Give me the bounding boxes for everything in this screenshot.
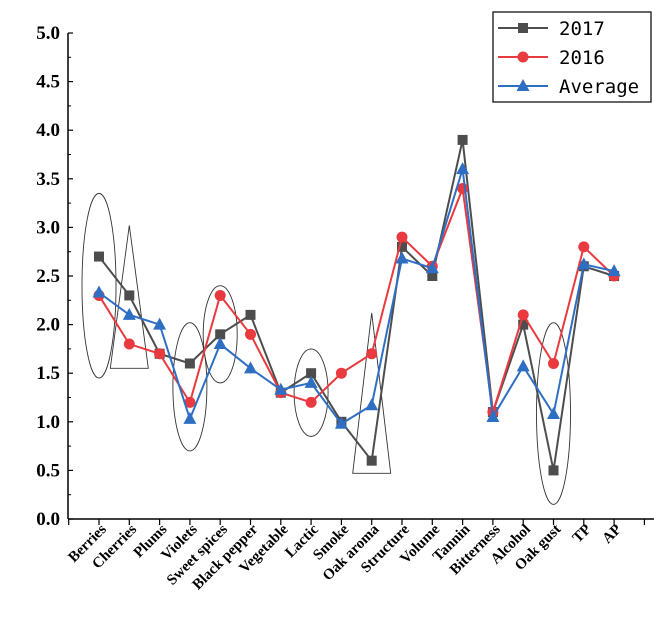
annotation-triangle (109, 225, 149, 369)
legend-label: Average (559, 76, 639, 98)
y-tick-label: 3.5 (36, 169, 60, 190)
y-tick-label: 1.0 (36, 412, 60, 433)
data-point (153, 317, 167, 330)
data-point (578, 241, 590, 253)
series-layer (92, 134, 621, 476)
legend-label: 2017 (559, 18, 605, 40)
data-point (245, 309, 256, 320)
x-tick-label: TP (570, 522, 595, 547)
series-line (98, 139, 615, 471)
data-point (396, 231, 408, 243)
series-average (92, 162, 621, 429)
annotation-ellipse (293, 348, 329, 437)
legend-marker (518, 23, 528, 33)
data-point (183, 411, 197, 424)
x-tick-label: AP (599, 522, 624, 547)
data-point (518, 319, 529, 330)
y-tick-label: 2.0 (36, 315, 60, 336)
data-point (123, 338, 135, 350)
data-point (274, 382, 288, 395)
data-point (547, 407, 560, 420)
data-point (425, 261, 439, 274)
series-line (98, 184, 615, 413)
data-point (607, 264, 621, 277)
data-point (397, 241, 407, 252)
y-tick-label: 5.0 (36, 23, 60, 44)
data-point (124, 290, 135, 301)
annotation-ellipse (202, 285, 238, 384)
data-point (335, 367, 347, 379)
data-point (214, 289, 226, 301)
data-point (366, 455, 377, 466)
data-point (486, 409, 500, 422)
data-point (548, 357, 559, 369)
data-point (334, 416, 348, 429)
data-point (122, 307, 136, 320)
y-tick-label: 3.0 (36, 217, 60, 238)
legend: 2017 2016 Average (492, 11, 652, 103)
data-point (427, 271, 438, 281)
annotation-ellipse (172, 322, 208, 452)
annotation-ellipse (536, 322, 571, 505)
data-point (245, 328, 256, 340)
data-point (457, 134, 468, 145)
data-point (184, 396, 196, 408)
data-point (213, 337, 227, 350)
series-2016 (93, 183, 620, 418)
data-point (92, 285, 106, 298)
data-point (577, 257, 591, 270)
data-point (516, 359, 530, 372)
data-point (304, 375, 318, 388)
data-point (456, 162, 470, 175)
data-point (306, 368, 317, 379)
legend-marker (516, 79, 530, 91)
annotation-ellipse (81, 192, 117, 379)
data-point (184, 358, 195, 369)
axes: 0.00.51.01.52.02.53.03.54.04.55.0Berries… (36, 23, 654, 593)
data-point (365, 398, 379, 411)
data-point (94, 251, 104, 262)
data-point (244, 361, 257, 374)
data-point (395, 251, 409, 264)
y-tick-label: 4.0 (36, 120, 60, 141)
series-line (98, 168, 615, 426)
y-tick-label: 2.5 (36, 266, 60, 287)
data-point (366, 348, 378, 360)
y-tick-label: 0.5 (36, 460, 60, 481)
legend-marker (517, 51, 529, 63)
y-tick-label: 4.5 (36, 72, 60, 93)
data-point (548, 465, 559, 476)
y-tick-label: 0.0 (36, 509, 60, 530)
series-2017 (94, 134, 620, 476)
data-point (305, 396, 317, 408)
data-point (154, 348, 166, 360)
legend-label: 2016 (559, 47, 605, 69)
data-point (215, 329, 226, 340)
data-point (517, 309, 529, 321)
y-tick-label: 1.5 (36, 363, 60, 384)
